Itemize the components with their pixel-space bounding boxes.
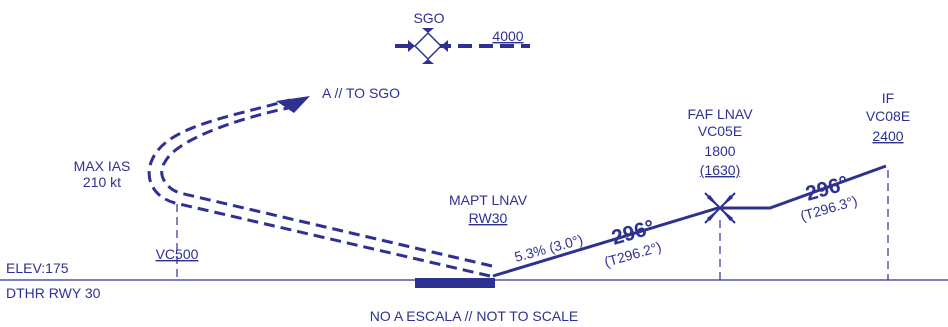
- vc500-fix-label: VC500: [156, 246, 199, 262]
- sgo-altitude: 4000: [492, 28, 523, 44]
- if-fix-name: VC08E: [866, 108, 910, 124]
- not-to-scale-note: NO A ESCALA // NOT TO SCALE: [370, 308, 579, 324]
- missed-approach-path: [147, 98, 493, 278]
- mapt-label: MAPT LNAV: [449, 192, 528, 208]
- faf-maltese-cross-icon: [704, 192, 736, 224]
- mapt-runway: RW30: [469, 210, 508, 226]
- max-ias-speed: 210 kt: [83, 174, 121, 190]
- arrow-head-icon: [276, 96, 310, 113]
- if-label: IF: [882, 90, 894, 106]
- threshold-label: DTHR RWY 30: [6, 285, 101, 301]
- faf-altitude: 1800: [704, 143, 735, 159]
- missed-approach-label: A // TO SGO: [322, 85, 400, 101]
- faf-label: FAF LNAV: [687, 106, 753, 122]
- final-approach-profile: [492, 164, 887, 278]
- airport-elevation: ELEV:175: [6, 260, 69, 276]
- vor-dme-icon: [408, 28, 448, 64]
- faf-fix-name: VC05E: [698, 123, 742, 139]
- if-altitude: 2400: [872, 128, 903, 144]
- sgo-name: SGO: [413, 10, 444, 26]
- faf-height: (1630): [700, 162, 740, 178]
- max-ias-label: MAX IAS: [74, 158, 131, 174]
- sgo-fix: SGO 4000: [395, 10, 530, 64]
- runway-bar-icon: [415, 278, 495, 288]
